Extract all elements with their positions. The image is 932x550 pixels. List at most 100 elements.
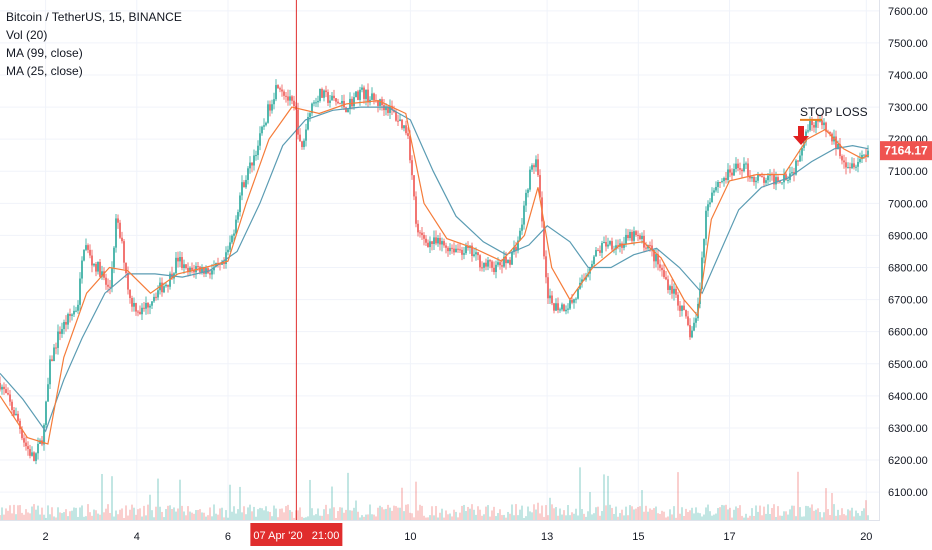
volume-bar (701, 516, 703, 521)
candle-body (347, 109, 349, 113)
volume-bar (675, 517, 677, 521)
candle-body (123, 241, 125, 263)
candle-body (145, 302, 147, 309)
volume-bar (697, 512, 699, 521)
candle-body (219, 263, 221, 265)
volume-bar (281, 508, 283, 521)
candle-body (649, 245, 651, 247)
candle-body (575, 298, 577, 300)
candle-body (17, 413, 19, 421)
candle-body (9, 394, 11, 402)
volume-bar (227, 517, 229, 521)
candle-body (287, 96, 289, 101)
candle-body (455, 248, 457, 253)
candle-body (147, 302, 149, 308)
candle-body (223, 262, 225, 265)
candle-body (745, 163, 747, 165)
candle-body (835, 136, 837, 150)
legend-volume[interactable]: Vol (20) (6, 28, 48, 42)
volume-bar (67, 516, 69, 521)
candle-body (227, 249, 229, 253)
volume-bar (825, 488, 827, 521)
candle-body (355, 91, 357, 98)
candle-body (547, 277, 549, 299)
candle-body (203, 267, 205, 274)
volume-bar (427, 517, 429, 521)
volume-bar (857, 513, 859, 521)
stop-loss-label[interactable]: STOP LOSS (800, 105, 868, 119)
volume-bar (159, 506, 161, 521)
volume-bar (581, 509, 583, 521)
volume-bar (277, 517, 279, 521)
volume-bar (561, 514, 563, 521)
down-arrow-icon[interactable] (793, 126, 809, 145)
volume-bar (19, 505, 21, 521)
candle-body (733, 168, 735, 176)
candle-body (659, 264, 661, 268)
volume-bar (491, 510, 493, 521)
volume-bar (351, 510, 353, 521)
volume-bar (727, 509, 729, 521)
candle-body (167, 284, 169, 287)
volume-bar (341, 507, 343, 521)
volume-bar (829, 515, 831, 521)
volume-bar (715, 513, 717, 521)
volume-bar (619, 513, 621, 521)
volume-bar (853, 516, 855, 521)
candle-body (125, 262, 127, 274)
volume-bar (713, 514, 715, 521)
volume-bar (331, 486, 333, 521)
volume-bar (761, 515, 763, 521)
volume-bar (459, 512, 461, 521)
volume-bar (813, 510, 815, 521)
candle-body (605, 241, 607, 247)
candle-body (461, 249, 463, 255)
volume-bar (865, 500, 867, 521)
legend-title[interactable]: Bitcoin / TetherUS, 15, BINANCE (6, 10, 182, 24)
volume-bar (773, 504, 775, 521)
candle-body (861, 155, 863, 160)
volume-bar (375, 516, 377, 521)
candle-body (281, 89, 283, 92)
candle-body (97, 261, 99, 272)
candle-body (31, 452, 33, 456)
volume-bar (51, 507, 53, 521)
candle-body (503, 256, 505, 267)
candle-body (247, 168, 249, 180)
volume-bar (541, 505, 543, 521)
volume-bar (677, 472, 679, 521)
candle-body (763, 177, 765, 183)
candle-body (757, 174, 759, 181)
volume-bar (173, 507, 175, 521)
volume-bar (381, 507, 383, 521)
candle-body (667, 279, 669, 290)
volume-bar (121, 508, 123, 521)
volume-bar (213, 504, 215, 521)
candle-body (599, 250, 601, 253)
volume-bar (599, 515, 601, 521)
volume-bar (0, 515, 1, 521)
candle-body (129, 289, 131, 299)
candle-body (391, 105, 393, 110)
volume-bar (505, 517, 507, 521)
volume-bar (757, 511, 759, 521)
candle-body (525, 192, 527, 206)
volume-bar (745, 513, 747, 521)
volume-bar (771, 507, 773, 521)
volume-bar (69, 511, 71, 521)
candle-body (193, 269, 195, 273)
volume-bar (687, 511, 689, 521)
candle-body (23, 438, 25, 443)
volume-bar (321, 515, 323, 521)
candle-body (727, 169, 729, 180)
legend-ma99[interactable]: MA (99, close) (6, 46, 83, 60)
candle-body (623, 243, 625, 248)
candle-body (529, 169, 531, 190)
candle-body (197, 266, 199, 268)
volume-bar (673, 506, 675, 521)
candle-body (211, 270, 213, 275)
candle-body (785, 174, 787, 181)
candle-body (331, 95, 333, 101)
legend-ma25[interactable]: MA (25, close) (6, 64, 83, 78)
